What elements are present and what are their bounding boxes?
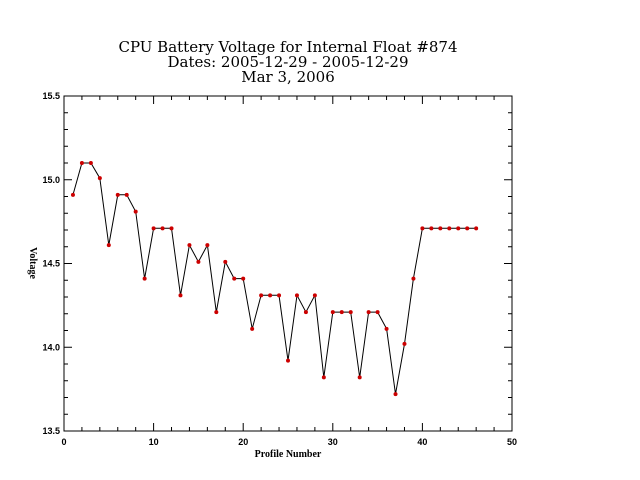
data-point xyxy=(474,226,479,231)
data-point xyxy=(178,293,183,298)
data-point xyxy=(456,226,461,231)
data-point xyxy=(187,243,192,248)
data-point xyxy=(169,226,174,231)
data-point xyxy=(402,341,407,346)
data-point xyxy=(241,276,246,281)
data-point xyxy=(277,293,282,298)
data-point xyxy=(393,392,398,397)
series-line xyxy=(70,161,479,397)
data-point xyxy=(214,310,219,315)
data-point xyxy=(429,226,434,231)
data-point xyxy=(142,276,147,281)
data-point xyxy=(294,293,299,298)
y-axis-label: Voltage xyxy=(27,247,38,279)
x-tick-label: 50 xyxy=(507,437,517,447)
data-point xyxy=(348,310,353,315)
x-axis: 0 10 20 30 40 50 xyxy=(61,96,517,447)
x-tick-label: 10 xyxy=(149,437,159,447)
y-axis: 13.5 14.0 14.5 15.0 15.5 xyxy=(42,91,512,436)
data-point xyxy=(160,226,165,231)
data-point xyxy=(286,358,290,363)
data-point xyxy=(124,192,129,197)
data-point xyxy=(447,226,452,231)
data-point xyxy=(303,310,308,315)
data-point xyxy=(223,259,228,264)
x-tick-label: 30 xyxy=(328,437,338,447)
data-point xyxy=(268,293,273,298)
data-point xyxy=(70,192,75,197)
data-point xyxy=(330,310,335,315)
y-tick-label: 14.0 xyxy=(42,342,60,352)
data-point xyxy=(151,226,156,231)
chart-generated-date: Mar 3, 2006 xyxy=(241,68,335,86)
series-polyline xyxy=(72,162,477,395)
data-point xyxy=(232,276,237,281)
data-point xyxy=(250,326,255,331)
y-tick-label: 13.5 xyxy=(42,426,60,436)
data-point xyxy=(384,326,389,331)
data-point xyxy=(312,293,317,298)
x-axis-label: Profile Number xyxy=(255,449,322,460)
chart-dates: Dates: 2005-12-29 - 2005-12-29 xyxy=(168,53,409,71)
data-point xyxy=(133,209,138,214)
data-point xyxy=(357,375,362,380)
data-point xyxy=(205,243,210,248)
y-tick-label: 14.5 xyxy=(42,259,60,269)
data-point xyxy=(411,276,416,281)
x-tick-label: 40 xyxy=(417,437,427,447)
data-point xyxy=(321,375,326,380)
data-point xyxy=(339,310,344,315)
chart-title: CPU Battery Voltage for Internal Float #… xyxy=(118,38,457,56)
data-point xyxy=(438,226,443,231)
data-point xyxy=(88,161,93,165)
data-point xyxy=(465,226,470,231)
y-tick-label: 15.0 xyxy=(42,175,60,185)
x-tick-label: 20 xyxy=(238,437,248,447)
x-tick-label: 0 xyxy=(61,437,66,447)
data-point xyxy=(106,243,111,248)
data-point xyxy=(115,192,120,197)
data-point xyxy=(375,310,380,315)
data-point xyxy=(79,161,84,165)
data-point xyxy=(259,293,264,298)
data-point xyxy=(196,259,201,264)
data-point xyxy=(366,310,371,315)
data-point xyxy=(97,176,102,181)
data-point xyxy=(420,226,425,231)
plot-frame xyxy=(63,95,513,432)
y-tick-label: 15.5 xyxy=(42,91,60,101)
